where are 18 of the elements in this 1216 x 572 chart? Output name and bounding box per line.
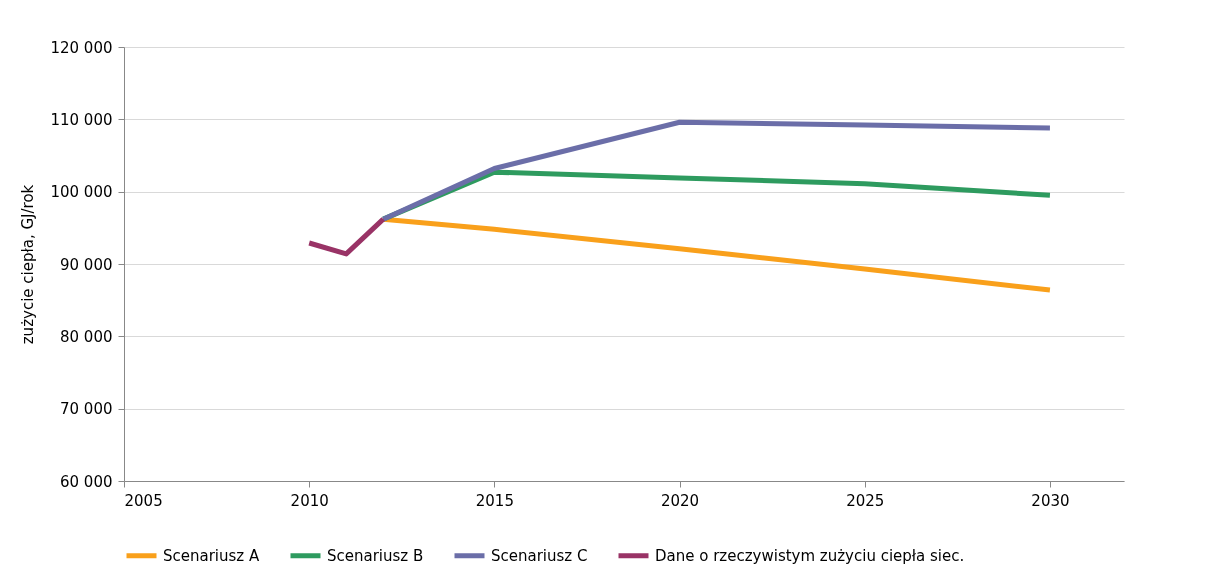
y-tick-label: 110 000 [50,110,113,129]
x-tick-label: 2010 [290,491,329,510]
legend-label: Scenariusz A [163,546,260,565]
y-tick-label: 100 000 [50,183,113,202]
legend-label: Scenariusz C [491,546,588,565]
y-tick-label: 120 000 [50,38,113,57]
y-tick-label: 80 000 [60,327,113,346]
x-tick-label: 2020 [660,491,700,510]
legend-label: Dane o rzeczywistym zużyciu ciepła siec. [655,546,965,565]
x-tick-label: 2025 [846,491,885,510]
y-tick-label: 90 000 [60,255,113,274]
y-axis-title: zużycie ciepła, GJ/rok [19,184,38,345]
y-tick-label: 70 000 [60,400,113,419]
x-tick-label: 2030 [1031,491,1070,510]
legend-label: Scenariusz B [327,546,424,565]
x-tick-label: 2015 [475,491,514,510]
x-tick-label: 2005 [124,491,163,510]
y-tick-label: 60 000 [60,472,113,491]
